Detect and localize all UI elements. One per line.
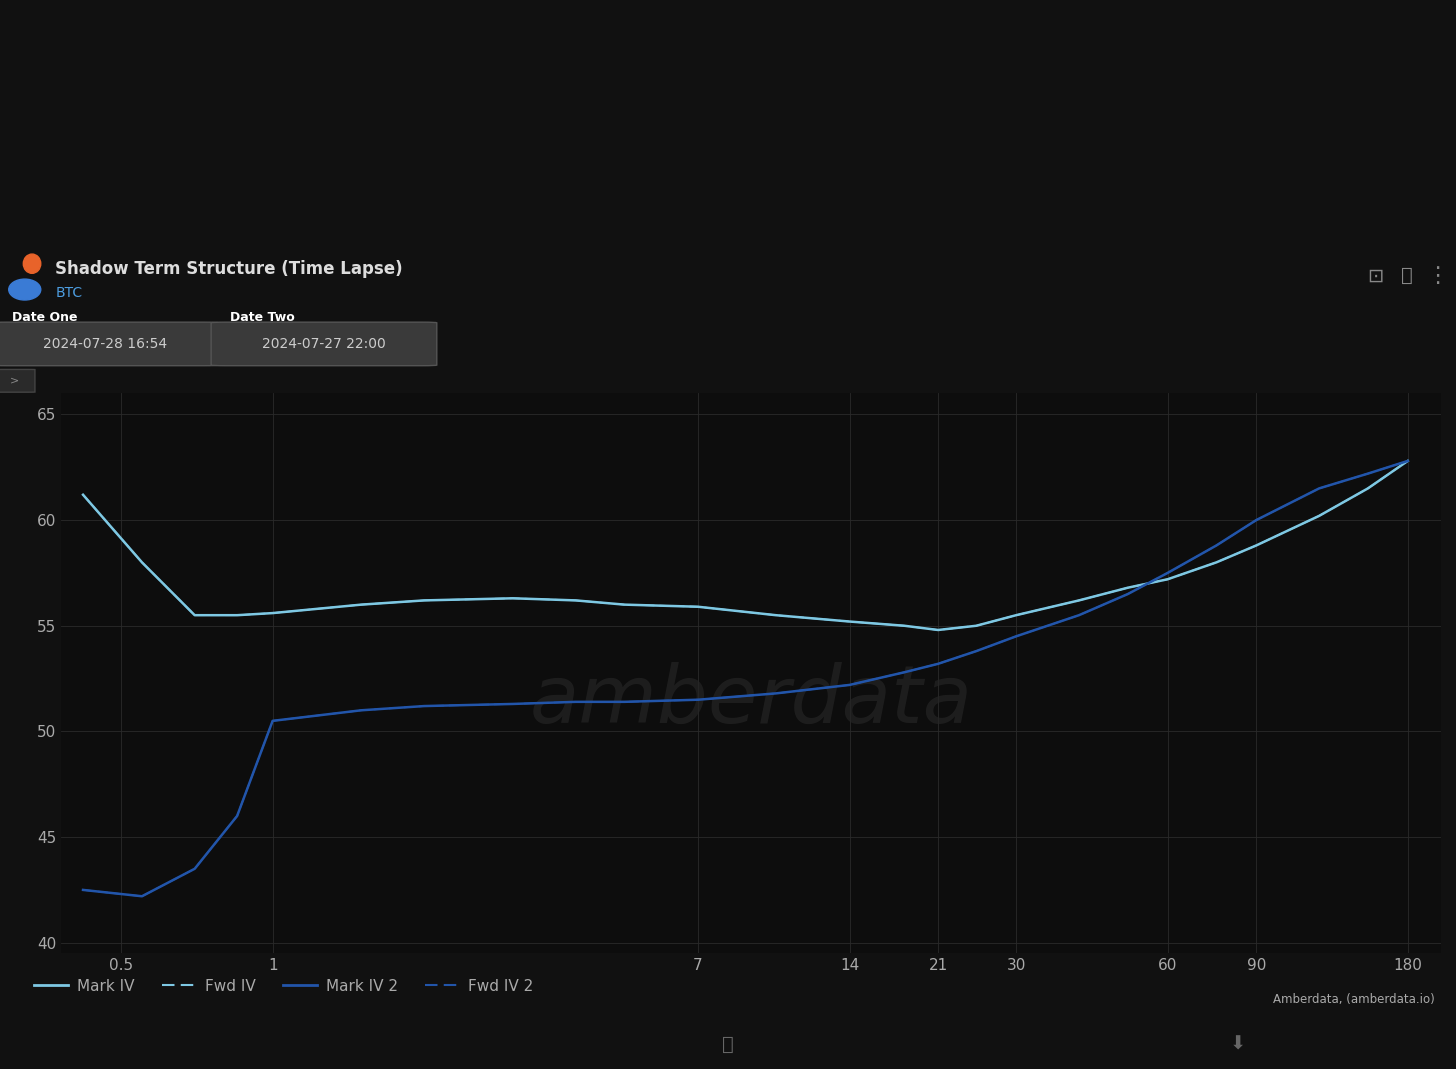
Ellipse shape bbox=[23, 254, 41, 274]
Text: ⊡: ⊡ bbox=[1367, 266, 1385, 285]
Text: ⓘ: ⓘ bbox=[1401, 266, 1412, 285]
Text: Date Two: Date Two bbox=[230, 311, 294, 324]
Text: 2024-07-28 16:54: 2024-07-28 16:54 bbox=[44, 337, 167, 351]
Text: BTC: BTC bbox=[55, 286, 83, 300]
Ellipse shape bbox=[9, 279, 41, 300]
Text: 2024-07-27 22:00: 2024-07-27 22:00 bbox=[262, 337, 386, 351]
Legend: Mark IV, Fwd IV, Mark IV 2, Fwd IV 2: Mark IV, Fwd IV, Mark IV 2, Fwd IV 2 bbox=[28, 973, 539, 1000]
FancyBboxPatch shape bbox=[0, 370, 35, 392]
Text: >: > bbox=[10, 376, 19, 386]
Text: 📷: 📷 bbox=[722, 1035, 734, 1054]
Text: ⬇: ⬇ bbox=[1229, 1035, 1246, 1054]
Text: Shadow Term Structure (Time Lapse): Shadow Term Structure (Time Lapse) bbox=[55, 260, 403, 278]
Text: Amberdata, (amberdata.io): Amberdata, (amberdata.io) bbox=[1273, 992, 1434, 1006]
Text: amberdata: amberdata bbox=[530, 663, 973, 741]
Text: ⋮: ⋮ bbox=[1425, 266, 1449, 285]
Text: Date One: Date One bbox=[12, 311, 77, 324]
FancyBboxPatch shape bbox=[211, 322, 437, 366]
FancyBboxPatch shape bbox=[0, 322, 218, 366]
